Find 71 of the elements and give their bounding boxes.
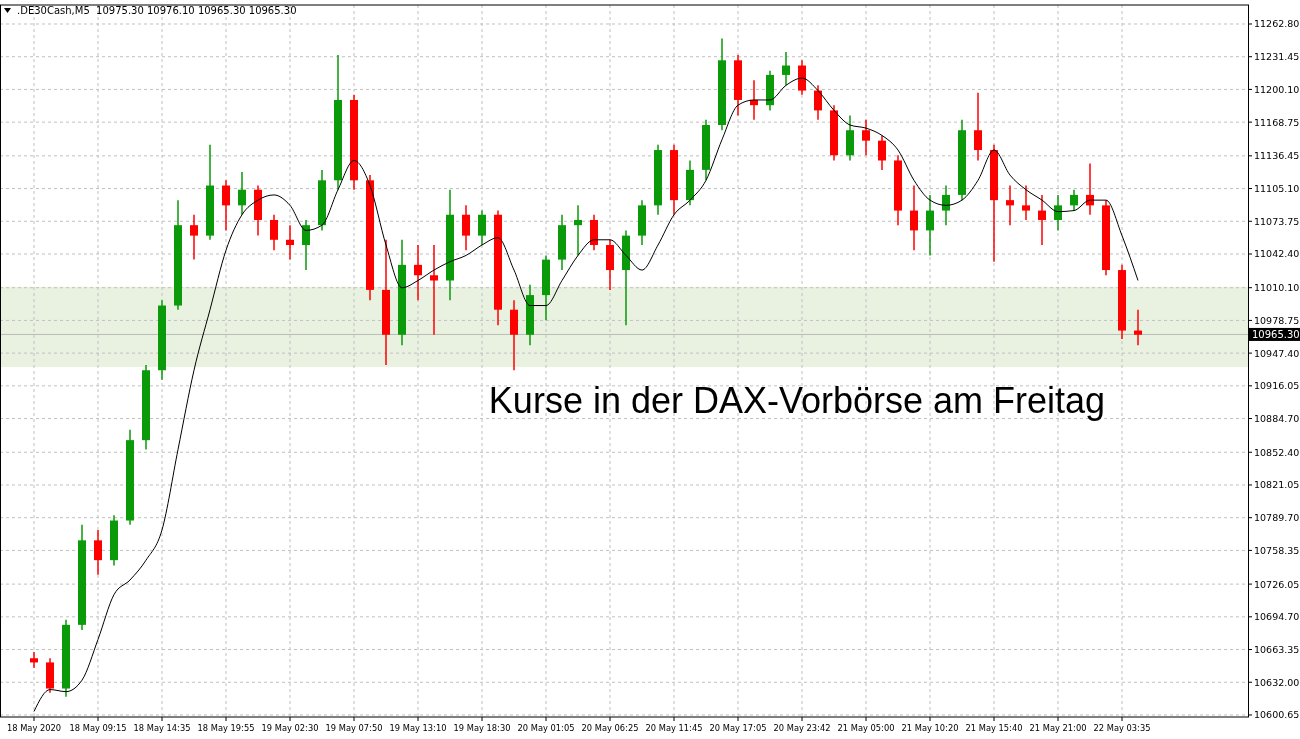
- candlestick: [430, 244, 438, 336]
- candlestick: [222, 179, 230, 232]
- x-tick-label: 18 May 2020: [6, 723, 62, 733]
- candlestick: [1038, 194, 1046, 246]
- candlestick: [94, 529, 102, 576]
- candlestick: [414, 244, 422, 302]
- candlestick: [782, 51, 790, 87]
- x-tick-label: 19 May 07:50: [325, 723, 383, 733]
- y-tick-label: 10884.70: [1254, 413, 1300, 425]
- x-tick-label: 19 May 18:30: [453, 723, 511, 733]
- y-tick-label: 10600.65: [1254, 709, 1300, 721]
- y-tick-label: 11200.10: [1254, 83, 1300, 95]
- candlestick: [190, 214, 198, 261]
- candlestick: [302, 219, 310, 271]
- y-tick-label: 10852.40: [1254, 446, 1300, 458]
- y-tick-label: 11010.10: [1254, 282, 1300, 294]
- x-tick-label: 20 May 01:05: [517, 723, 575, 733]
- candlestick: [1006, 184, 1014, 226]
- candlestick: [574, 204, 582, 257]
- candlestick: [814, 84, 822, 121]
- line-series: [33, 77, 1139, 712]
- y-tick-label: 10663.35: [1254, 644, 1300, 656]
- x-tick-label: 21 May 21:00: [1029, 723, 1087, 733]
- x-tick-label: 18 May 09:15: [69, 723, 127, 733]
- x-tick-label: 22 May 03:35: [1093, 723, 1151, 733]
- x-tick-label: 20 May 23:42: [773, 723, 831, 733]
- y-tick-label: 11168.75: [1254, 116, 1300, 128]
- candlestick: [862, 119, 870, 157]
- x-tick-label: 20 May 17:05: [709, 723, 767, 733]
- y-tick-label: 10947.40: [1254, 347, 1300, 359]
- y-tick-label: 10789.70: [1254, 512, 1300, 524]
- x-tick-label: 18 May 19:55: [197, 723, 255, 733]
- y-tick-label: 10758.35: [1254, 544, 1300, 556]
- x-tick-label: 20 May 06:25: [581, 723, 639, 733]
- y-tick-label: 10632.00: [1254, 676, 1300, 688]
- y-tick-label: 10821.05: [1254, 479, 1300, 491]
- candlestick: [878, 134, 886, 171]
- candlestick: [286, 224, 294, 261]
- y-tick-label: 11073.75: [1254, 215, 1300, 227]
- y-tick-label: 10978.75: [1254, 314, 1300, 326]
- y-tick-label: 11231.45: [1254, 51, 1300, 63]
- candlestick: [462, 204, 470, 251]
- annotation: Kurse in der DAX-Vorbörse am Freitag: [488, 380, 1106, 421]
- x-tick-label: 19 May 02:30: [261, 723, 319, 733]
- y-tick-label: 11105.10: [1254, 183, 1300, 195]
- x-tick-label: 18 May 14:35: [133, 723, 191, 733]
- x-tick-label: 21 May 15:40: [965, 723, 1023, 733]
- candlestick: [270, 214, 278, 251]
- y-tick-label: 11262.80: [1254, 18, 1300, 30]
- ref-line-label: 10965.30: [1252, 329, 1300, 341]
- y-tick-label: 11136.45: [1254, 150, 1300, 162]
- x-tick-label: 21 May 10:20: [901, 723, 959, 733]
- candlestick: [478, 209, 486, 246]
- candlestick: [30, 651, 38, 669]
- candlestick: [1022, 184, 1030, 221]
- candlestick: [1054, 194, 1062, 232]
- candlestick: [926, 194, 934, 257]
- candlestick: [1070, 188, 1078, 212]
- chart-title: .DE30Cash,M5 10975.30 10976.10 10965.30 10965.30: [17, 5, 297, 16]
- x-tick-label: 21 May 05:00: [837, 723, 895, 733]
- x-tick-label: 19 May 13:10: [389, 723, 447, 733]
- candlestick: [1134, 308, 1142, 346]
- y-tick-label: 10916.05: [1254, 380, 1300, 392]
- candlestick: [942, 184, 950, 226]
- candlestick: [974, 91, 982, 162]
- y-tick-label: 10726.05: [1254, 578, 1300, 590]
- candlestick: [238, 171, 246, 216]
- x-tick-label: 20 May 11:45: [645, 723, 703, 733]
- y-tick-label: 10694.70: [1254, 611, 1300, 623]
- candlestick: [910, 184, 918, 251]
- y-tick-label: 11042.40: [1254, 248, 1300, 260]
